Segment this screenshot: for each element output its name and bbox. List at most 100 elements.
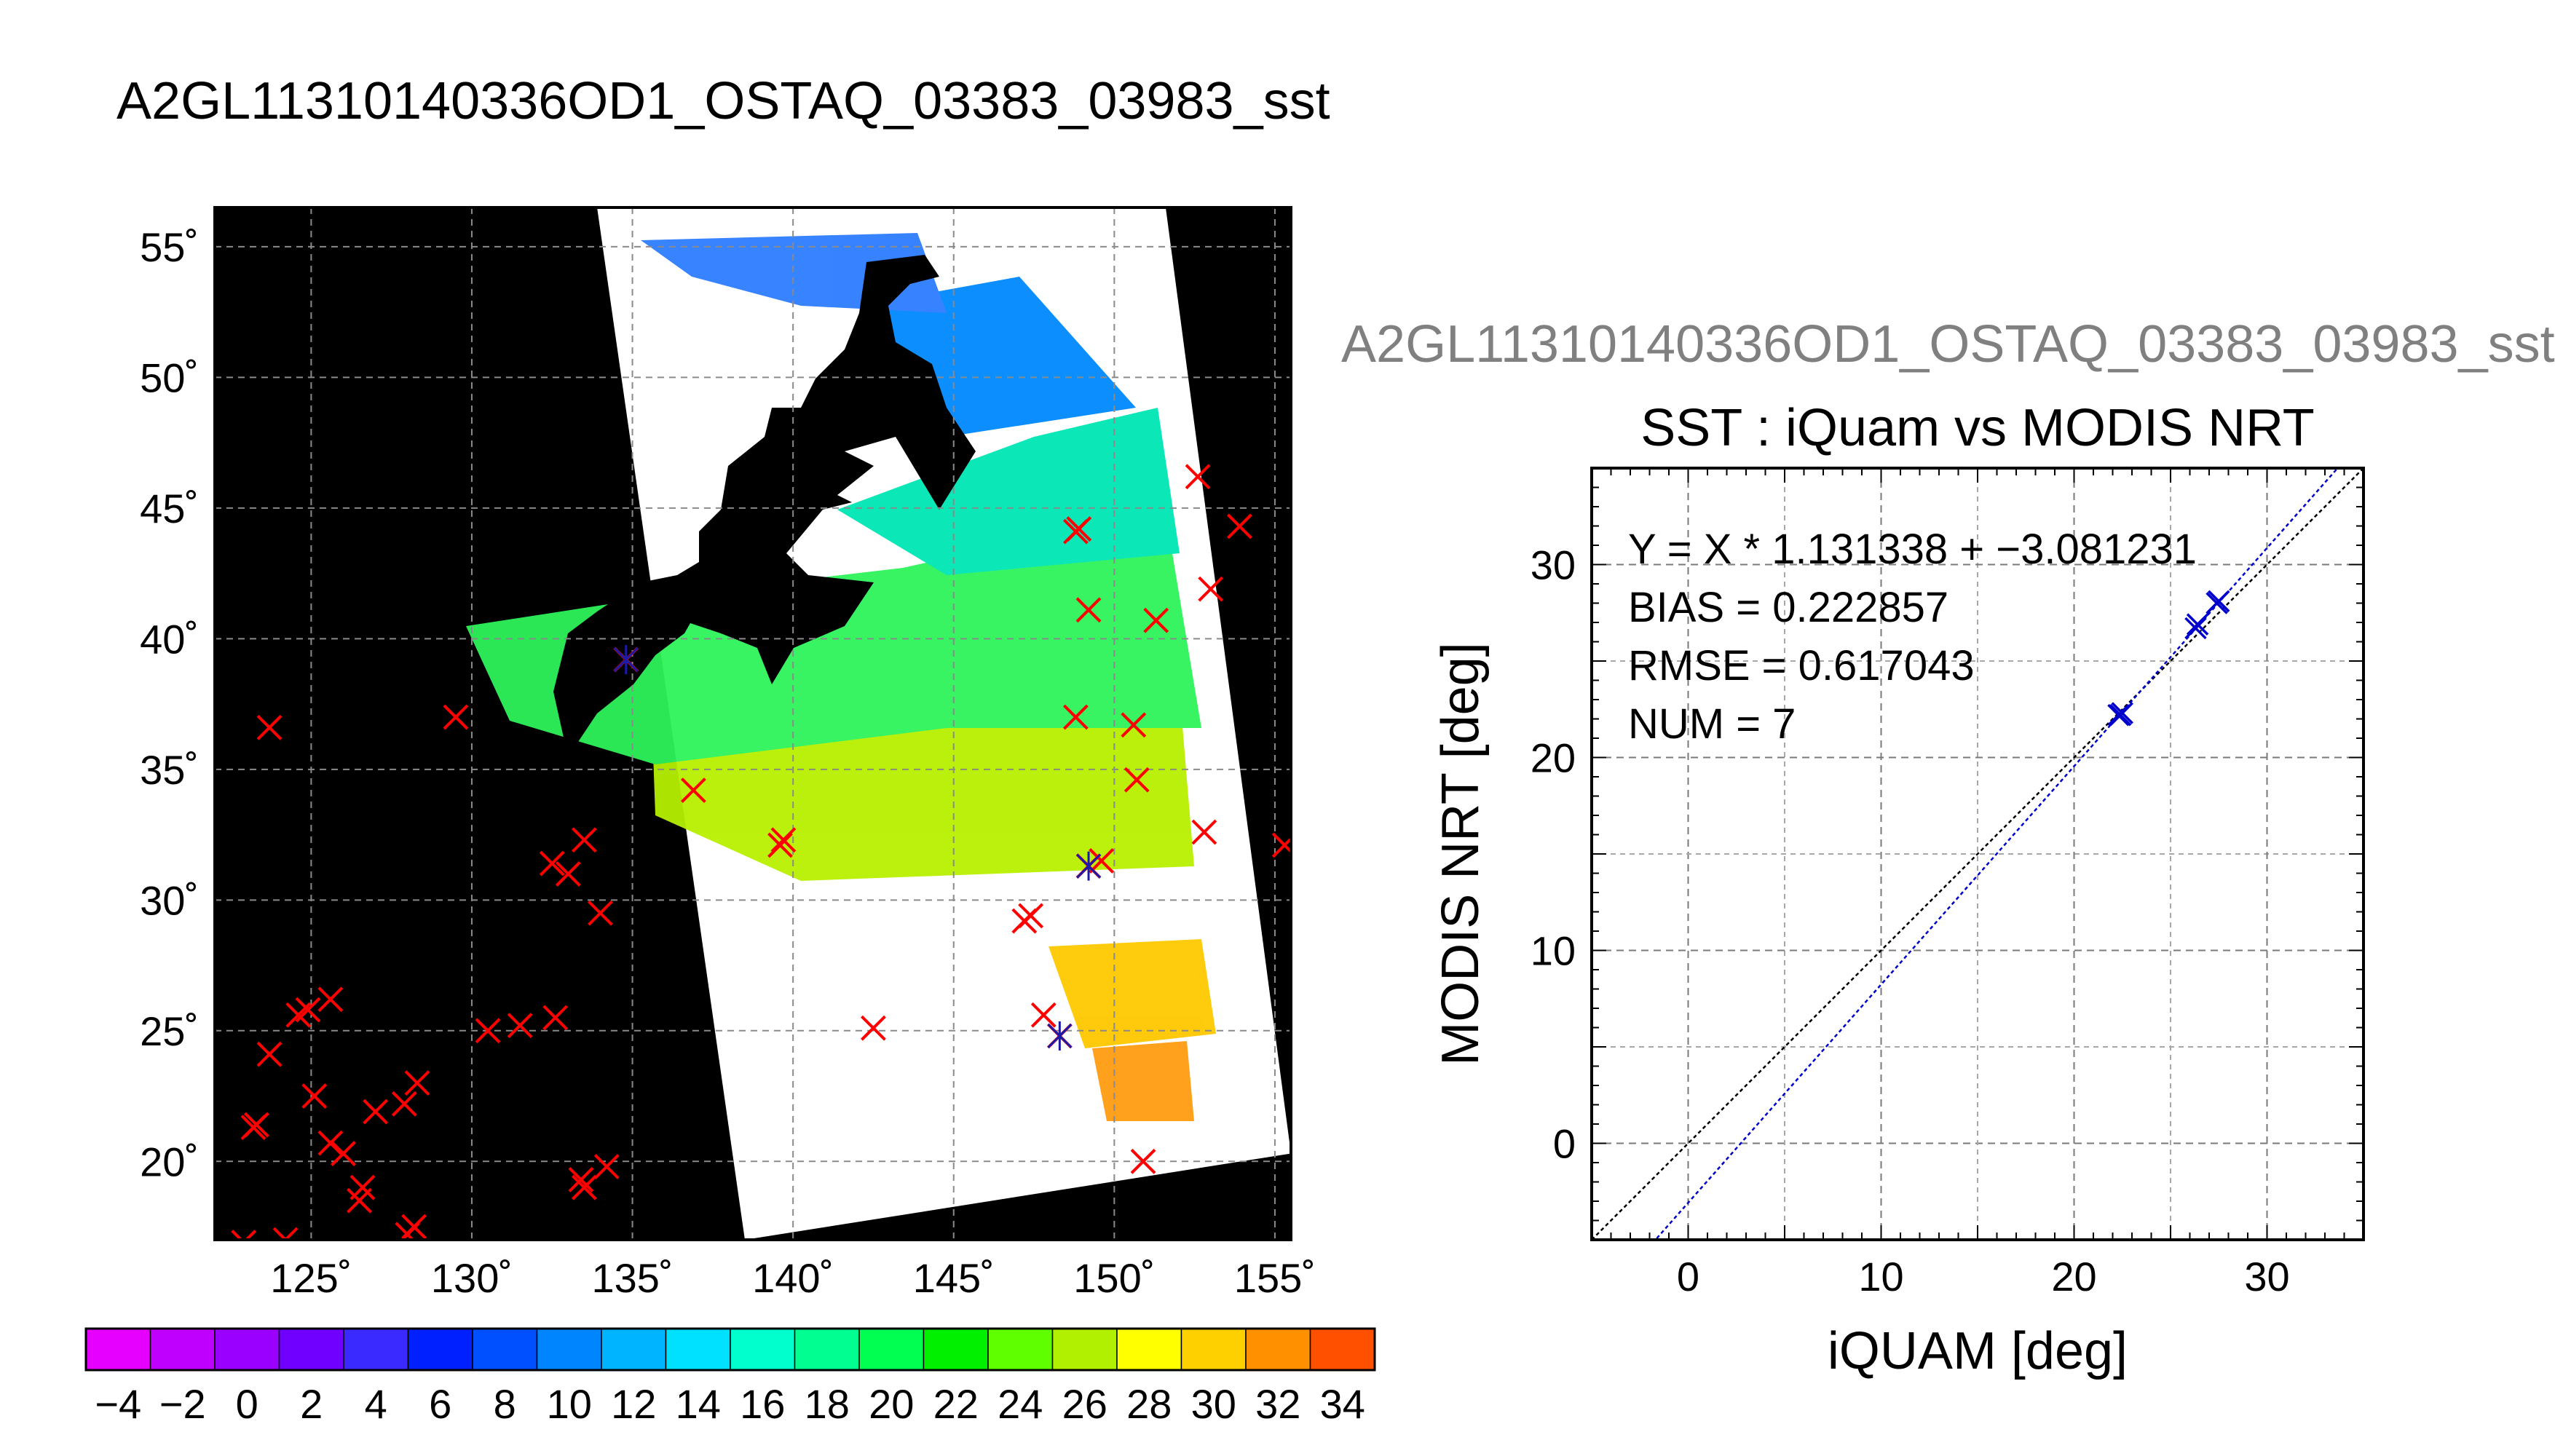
colorbar-segment (987, 1328, 1054, 1371)
scatter-annotations: Y = X * 1.131338 + −3.081231 BIAS = 0.222… (1628, 526, 2197, 748)
matchup-marker (272, 1227, 299, 1240)
scatter-plot: SST : iQuam vs MODIS NRT Y = X * 1.13133… (1431, 399, 2365, 1380)
matchup-marker (1030, 1002, 1057, 1028)
matchup-marker (1198, 576, 1224, 602)
scatter-point (2186, 613, 2209, 636)
longitude-tick-label: 145˚ (913, 1255, 995, 1301)
colorbar-segment (472, 1328, 538, 1371)
colorbar-segment (1245, 1328, 1311, 1371)
colorbar-tick-label: −2 (159, 1381, 206, 1427)
scatter-overflow-title: A2GL11310140336OD1_OSTAQ_03383_03983_sst (1341, 315, 2555, 373)
sst-map: 125˚ 130˚ 135˚ 140˚ 145˚ 150˚ 155˚ 20˚ 25˚ 30˚ 35… (140, 206, 1316, 1301)
colorbar-tick-label: 2 (300, 1381, 323, 1427)
colorbar-segment (601, 1328, 667, 1371)
colorbar-tick-label: 32 (1255, 1381, 1300, 1427)
scatter-x-tick-label: 10 (1858, 1254, 1903, 1299)
scatter-point (2107, 703, 2130, 727)
longitude-tick-label: 125˚ (270, 1255, 352, 1301)
matchup-marker (1121, 712, 1147, 738)
sst-green-band (466, 510, 1201, 764)
colorbar-tick-label: 18 (805, 1381, 850, 1427)
latitude-tick-label: 20˚ (140, 1139, 199, 1184)
scatter-point (2184, 617, 2207, 640)
longitude-tick-label: 155˚ (1234, 1255, 1316, 1301)
colorbar-tick-label: 28 (1126, 1381, 1172, 1427)
matchup-markers-blue (613, 645, 1102, 1051)
matchup-marker (404, 1070, 430, 1096)
matchup-marker (443, 704, 469, 730)
colorbar-tick-label: 12 (611, 1381, 656, 1427)
longitude-tick-label: 135˚ (592, 1255, 674, 1301)
sst-subtropic-patch (1049, 939, 1216, 1048)
colorbar-tick-label: 24 (998, 1381, 1043, 1427)
matchup-marker (1185, 464, 1211, 490)
colorbar-tick-label: 30 (1191, 1381, 1236, 1427)
colorbar-tick-label: 8 (494, 1381, 516, 1427)
scatter-annotation: Y = X * 1.131338 + −3.081231 (1628, 526, 2197, 573)
scatter-lines (1592, 468, 2364, 1240)
scatter-x-tick-label: 30 (2244, 1254, 2289, 1299)
colorbar-segment (923, 1328, 989, 1371)
figure-title: A2GL11310140336OD1_OSTAQ_03383_03983_sst (117, 72, 1330, 130)
sst-cool-band (837, 408, 1180, 575)
matchup-marker (588, 900, 613, 926)
matchup-marker (1075, 597, 1102, 623)
colorbar-segment (407, 1328, 473, 1371)
map-frame (213, 206, 1292, 1241)
matchup-marker (317, 1130, 344, 1156)
matchup-marker (1066, 516, 1092, 542)
colorbar-segment (1116, 1328, 1182, 1371)
colorbar-segment (665, 1328, 731, 1371)
scatter-y-label: MODIS NRT [deg] (1431, 642, 1490, 1066)
matchup-marker (256, 714, 283, 740)
colorbar-segment (536, 1328, 602, 1371)
matchup-marker (861, 1015, 886, 1041)
matchup-marker (1062, 704, 1089, 730)
land-masses (553, 255, 976, 757)
scatter-x-tick-label: 20 (2051, 1254, 2096, 1299)
colorbar-tick-label: 34 (1320, 1381, 1365, 1427)
scatter-y-tick-label: 10 (1531, 928, 1576, 974)
colorbar-segment (858, 1328, 925, 1371)
colorbar-tick-label: −4 (95, 1381, 141, 1427)
matchup-marker (1130, 1148, 1156, 1174)
matchup-marker-blue (1075, 851, 1102, 881)
longitude-tick-label: 150˚ (1073, 1255, 1155, 1301)
scatter-point (2208, 590, 2230, 613)
colorbar-tick-label: 0 (236, 1381, 258, 1427)
matchup-marker (1191, 819, 1217, 845)
latitude-tick-label: 55˚ (140, 224, 199, 270)
matchup-marker (539, 850, 565, 877)
longitude-tick-labels: 125˚ 130˚ 135˚ 140˚ 145˚ 150˚ 155˚ (270, 1255, 1316, 1301)
matchup-marker (507, 1013, 533, 1039)
scatter-annotation: RMSE = 0.617043 (1628, 642, 1975, 689)
fit-line (1654, 468, 2339, 1240)
scatter-y-tick-label: 30 (1531, 542, 1576, 588)
scatter-ticks: 0 10 20 30 0 10 20 30 (1531, 468, 2364, 1299)
colorbar-segment (730, 1328, 796, 1371)
colorbar-tick-label: 16 (740, 1381, 785, 1427)
matchup-marker (568, 1167, 594, 1192)
matchup-marker (1018, 903, 1044, 929)
matchup-marker (770, 827, 797, 853)
scatter-x-tick-label: 0 (1677, 1254, 1699, 1299)
map-grid (215, 207, 1291, 1240)
scatter-annotation: BIAS = 0.222857 (1628, 584, 1948, 631)
scatter-grid (1592, 468, 2364, 1240)
matchup-marker (391, 1091, 417, 1117)
matchup-marker (231, 1230, 257, 1240)
latitude-tick-label: 30˚ (140, 877, 199, 923)
colorbar-tick-label: 10 (547, 1381, 592, 1427)
matchup-marker (295, 997, 321, 1023)
latitude-tick-label: 45˚ (140, 486, 199, 531)
matchup-marker (256, 1041, 283, 1067)
longitude-tick-label: 140˚ (752, 1255, 834, 1301)
matchup-marker (1089, 848, 1115, 874)
colorbar-tick-label: 22 (933, 1381, 979, 1427)
matchup-marker (395, 1222, 421, 1240)
matchup-marker (1124, 767, 1150, 793)
latitude-tick-label: 25˚ (140, 1008, 199, 1054)
land-korea (553, 553, 735, 757)
